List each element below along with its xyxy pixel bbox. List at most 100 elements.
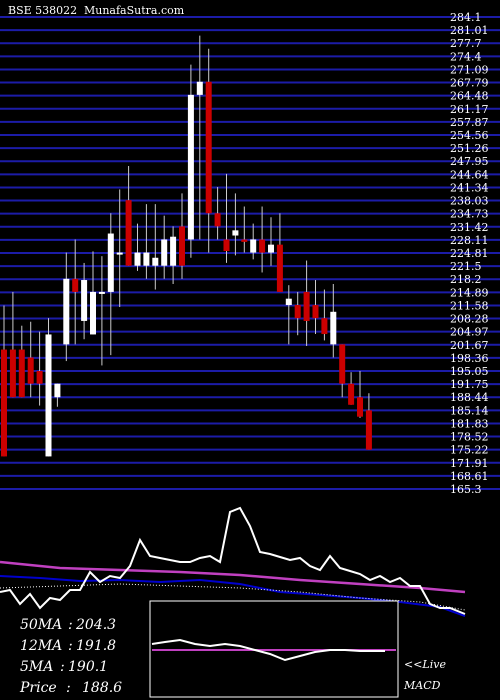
candle-body: [276, 244, 283, 292]
candle-body: [27, 357, 34, 384]
stat-price-label: Price: [19, 680, 57, 696]
y-tick-label: 211.58: [450, 299, 489, 312]
price-stats: 50MA : 204.3 12MA : 191.8 5MA : 190.1 Pr…: [19, 617, 122, 696]
candle-body: [187, 94, 194, 240]
y-tick-label: 241.34: [450, 181, 489, 194]
candle-body: [18, 349, 25, 398]
stat-50ma-label: 50MA: [20, 617, 62, 633]
macd-live-label: <<Live: [404, 658, 446, 671]
candle-body: [348, 383, 355, 405]
ma-line-blue: [0, 575, 466, 617]
y-tick-label: 264.48: [450, 90, 489, 103]
candle-body: [241, 239, 248, 242]
candle-body: [205, 81, 212, 214]
candle-body: [143, 252, 150, 266]
candle-body: [339, 344, 346, 384]
candle-body: [179, 226, 185, 266]
y-tick-label: 221.5: [450, 260, 482, 273]
candle-body: [134, 252, 141, 266]
stat-5ma-sep: :: [60, 659, 65, 675]
candle-body: [365, 410, 372, 450]
candle-body: [312, 305, 319, 319]
candle-body: [90, 291, 96, 335]
y-tick-label: 244.64: [450, 168, 489, 181]
y-tick-label: 208.28: [450, 313, 489, 326]
candle-body: [72, 278, 79, 292]
y-tick-label: 188.44: [450, 391, 489, 404]
ma-line-pink: [0, 560, 466, 594]
candle-body: [259, 239, 266, 253]
y-tick-label: 271.09: [450, 63, 489, 76]
stat-price-value: 188.6: [82, 680, 122, 696]
candle-body: [268, 244, 274, 253]
y-tick-label: 214.89: [450, 286, 489, 299]
y-tick-label: 185.14: [450, 404, 489, 417]
site-name: MunafaSutra.com: [84, 4, 185, 17]
stat-price-sep: :: [66, 680, 71, 696]
candle-body: [303, 291, 310, 321]
y-tick-label: 224.81: [450, 247, 489, 260]
y-tick-label: 284.1: [450, 11, 482, 24]
stock-code: BSE 538022: [8, 4, 77, 17]
candle-body: [330, 311, 337, 345]
y-tick-label: 195.05: [450, 365, 489, 378]
y-tick-label: 257.87: [450, 116, 489, 129]
candle-body: [63, 278, 70, 345]
candle-body: [107, 233, 114, 292]
candle-body: [36, 371, 43, 384]
candle-body: [170, 236, 177, 266]
stat-12ma-sep: :: [68, 638, 73, 654]
y-tick-label: 267.79: [450, 77, 489, 90]
candle-body: [125, 200, 132, 266]
candle-body: [321, 318, 328, 335]
candle-body: [294, 305, 301, 319]
y-tick-label: 261.17: [450, 103, 489, 116]
y-tick-label: 191.75: [450, 378, 489, 391]
ma-line-white: [0, 506, 466, 615]
y-tick-label: 178.52: [450, 431, 489, 444]
chart-grid: [0, 16, 500, 490]
candle-body: [98, 291, 105, 294]
y-tick-label: 175.22: [450, 444, 489, 457]
y-tick-label: 247.95: [450, 155, 489, 168]
y-tick-label: 198.36: [450, 352, 489, 365]
y-tick-label: 274.4: [450, 50, 482, 63]
candle-body: [9, 349, 16, 398]
candle-body: [161, 239, 168, 266]
candle-body: [223, 239, 230, 252]
y-tick-label: 171.91: [450, 457, 489, 470]
candle-body: [152, 257, 159, 266]
candle-body: [81, 280, 88, 321]
y-tick-label: 168.61: [450, 470, 489, 483]
candle-body: [116, 252, 123, 255]
candle-body: [250, 239, 257, 253]
y-tick-label: 254.56: [450, 129, 489, 142]
candle-body: [214, 213, 221, 227]
y-tick-label: 251.26: [450, 142, 489, 155]
stat-50ma-value: 204.3: [75, 617, 116, 633]
y-tick-label: 277.7: [450, 37, 482, 50]
y-axis: 284.1281.01277.7274.4271.09267.79264.482…: [450, 11, 489, 496]
y-tick-label: 165.3: [450, 483, 482, 496]
ma-line-dotted: [0, 583, 466, 611]
y-tick-label: 228.11: [450, 234, 489, 247]
indicator-panel: [0, 506, 466, 617]
macd-panel: <<Live MACD: [149, 600, 446, 698]
stat-5ma-value: 190.1: [68, 659, 108, 675]
candle-body: [45, 334, 52, 457]
candle-body: [357, 397, 363, 417]
candle-body: [285, 298, 292, 306]
y-tick-label: 204.97: [450, 326, 489, 339]
candles: [1, 35, 372, 457]
y-tick-label: 238.03: [450, 195, 489, 208]
macd-label: MACD: [403, 679, 441, 692]
stat-5ma-label: 5MA: [20, 659, 53, 675]
y-tick-label: 281.01: [450, 24, 489, 37]
stat-50ma-sep: :: [68, 617, 73, 633]
candle-body: [1, 349, 7, 457]
candle-body: [232, 230, 239, 236]
y-tick-label: 201.67: [450, 339, 489, 352]
y-tick-label: 218.2: [450, 273, 482, 286]
y-tick-label: 234.73: [450, 208, 489, 221]
